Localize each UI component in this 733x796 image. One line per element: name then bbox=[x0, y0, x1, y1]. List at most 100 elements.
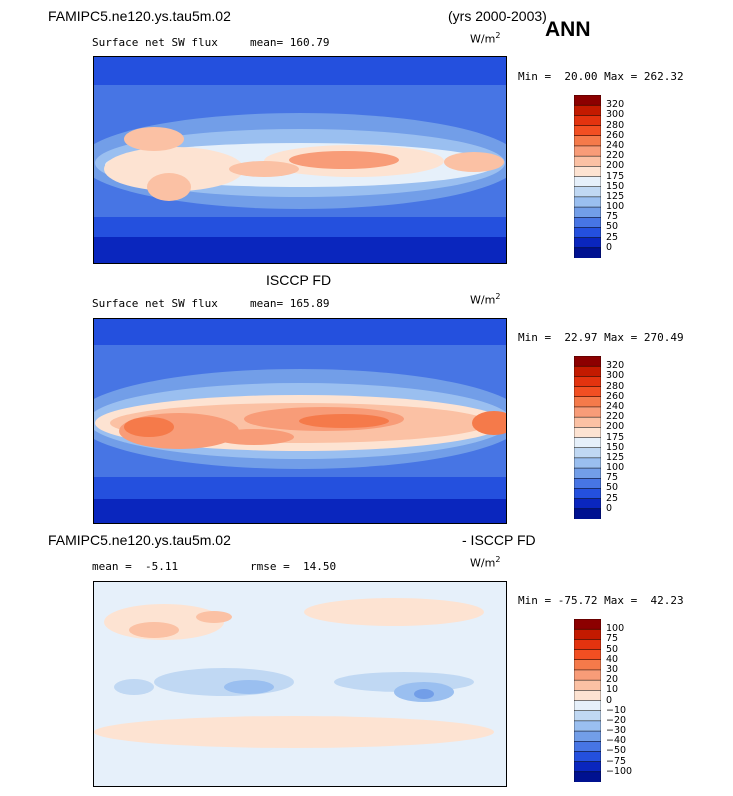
years-label: (yrs 2000-2003) bbox=[448, 8, 547, 24]
colorbar-tick-label: 280 bbox=[606, 119, 625, 131]
colorbar-tick-label: 100 bbox=[606, 623, 625, 635]
colorbar-swatch bbox=[574, 619, 601, 630]
colorbar-tick-label: 0 bbox=[606, 502, 613, 514]
colorbar-tick-label: 260 bbox=[606, 390, 625, 402]
panel3-mean-value: -5.11 bbox=[145, 560, 179, 573]
panel3-units-exp: 2 bbox=[495, 555, 501, 564]
colorbar-swatch bbox=[574, 730, 601, 742]
panel1-minmax: Min = 20.00 Max = 262.32 bbox=[518, 70, 684, 83]
colorbar-swatch bbox=[574, 427, 601, 439]
colorbar-tick-label: 150 bbox=[606, 180, 625, 192]
colorbar-swatch bbox=[574, 376, 601, 388]
colorbar-swatch bbox=[574, 690, 601, 702]
colorbar-swatch bbox=[574, 437, 601, 449]
panel3-min-value: -75.72 bbox=[557, 594, 598, 607]
panel2-min-key: Min = bbox=[518, 331, 552, 344]
panel1-units: W/m2 bbox=[470, 31, 500, 46]
colorbar-tick-label: −10 bbox=[606, 704, 627, 716]
colorbar-tick-label: −50 bbox=[606, 745, 627, 757]
colorbar-swatch bbox=[574, 176, 601, 188]
colorbar-tick-label: 280 bbox=[606, 380, 625, 392]
panel1-mean-key: mean= bbox=[250, 36, 284, 49]
panel3-minmax: Min = -75.72 Max = 42.23 bbox=[518, 594, 684, 607]
panel3-max-value: 42.23 bbox=[650, 594, 684, 607]
colorbar-tick-label: 300 bbox=[606, 109, 625, 121]
colorbar-tick-label: 300 bbox=[606, 370, 625, 382]
colorbar-swatch bbox=[574, 649, 601, 661]
colorbar-swatch bbox=[574, 95, 601, 106]
panel3-mean-key: mean = bbox=[92, 560, 132, 573]
colorbar-swatch bbox=[574, 135, 601, 147]
panel1-mean-label: mean= 160.79 bbox=[250, 36, 330, 49]
panel3-max-key: Max = bbox=[604, 594, 638, 607]
panel3-units: W/m2 bbox=[470, 555, 500, 570]
colorbar-tick-label: 75 bbox=[606, 211, 619, 223]
colorbar-tick-label: 220 bbox=[606, 150, 625, 162]
colorbar-swatch bbox=[574, 145, 601, 157]
panel1-colorbar: 320 300 280 260 240 220 200 175 150 125 100 75 50 25 0 bbox=[574, 95, 624, 258]
colorbar-swatch bbox=[574, 761, 601, 773]
panel2-units-base: W/m bbox=[470, 293, 496, 307]
panel3-map-field bbox=[94, 582, 506, 786]
panel3-mean-label: mean = -5.11 bbox=[92, 560, 178, 573]
colorbar-tick-label: 260 bbox=[606, 129, 625, 141]
panel2-max-key: Max = bbox=[604, 331, 638, 344]
panel1-variable-label: Surface net SW flux bbox=[92, 36, 218, 49]
panel2-max-value: 270.49 bbox=[643, 331, 684, 344]
colorbar-swatch bbox=[574, 771, 601, 782]
panel2-map-field bbox=[94, 319, 506, 523]
colorbar-swatch bbox=[574, 247, 601, 258]
colorbar-tick-label: 40 bbox=[606, 653, 619, 665]
panel2-units: W/m2 bbox=[470, 292, 500, 307]
colorbar-tick-label: −75 bbox=[606, 755, 627, 767]
colorbar-swatch bbox=[574, 679, 601, 691]
colorbar-swatch bbox=[574, 467, 601, 479]
colorbar-tick-label: −20 bbox=[606, 714, 627, 726]
colorbar-swatch bbox=[574, 628, 601, 640]
colorbar-tick-label: 175 bbox=[606, 170, 625, 182]
colorbar-swatch bbox=[574, 365, 601, 377]
panel2-colorbar-swatches bbox=[574, 356, 601, 519]
colorbar-tick-label: 240 bbox=[606, 139, 625, 151]
colorbar-swatch bbox=[574, 155, 601, 167]
colorbar-swatch bbox=[574, 356, 601, 367]
colorbar-tick-label: 175 bbox=[606, 431, 625, 443]
panel3-min-key: Min = bbox=[518, 594, 552, 607]
colorbar-swatch bbox=[574, 659, 601, 671]
panel1-max-key: Max = bbox=[604, 70, 638, 83]
panel1-mean-value: 160.79 bbox=[289, 36, 330, 49]
colorbar-swatch bbox=[574, 478, 601, 489]
colorbar-swatch bbox=[574, 115, 601, 127]
panel3-colorbar-swatches bbox=[574, 619, 601, 782]
panel3-rmse-label: rmse = 14.50 bbox=[250, 560, 336, 573]
season-label: ANN bbox=[545, 18, 591, 41]
colorbar-swatch bbox=[574, 639, 601, 651]
colorbar-swatch bbox=[574, 700, 601, 712]
colorbar-swatch bbox=[574, 457, 601, 469]
colorbar-swatch bbox=[574, 720, 601, 732]
panel2-units-exp: 2 bbox=[495, 292, 501, 301]
panel2-variable-label: Surface net SW flux bbox=[92, 297, 218, 310]
colorbar-swatch bbox=[574, 508, 601, 519]
colorbar-swatch bbox=[574, 125, 601, 137]
colorbar-tick-label: 320 bbox=[606, 99, 625, 111]
colorbar-tick-label: 0 bbox=[606, 694, 613, 706]
panel1-map bbox=[93, 56, 507, 264]
colorbar-swatch bbox=[574, 406, 601, 418]
panel3-title: FAMIPC5.ne120.ys.tau5m.02 bbox=[48, 532, 231, 548]
colorbar-swatch bbox=[574, 186, 601, 198]
colorbar-tick-label: 100 bbox=[606, 462, 625, 474]
colorbar-swatch bbox=[574, 396, 601, 408]
panel2-colorbar: 320 300 280 260 240 220 200 175 150 125 100 75 50 25 0 bbox=[574, 356, 624, 519]
panel1-map-field bbox=[94, 57, 506, 263]
colorbar-tick-label: 75 bbox=[606, 633, 619, 645]
colorbar-tick-label: 125 bbox=[606, 451, 625, 463]
colorbar-swatch bbox=[574, 416, 601, 428]
colorbar-tick-label: 50 bbox=[606, 221, 619, 233]
panel2-mean-value: 165.89 bbox=[289, 297, 330, 310]
panel3-colorbar: 100 75 50 40 30 20 10 0 −10 −20 −30 −40 −50 −75 −100 bbox=[574, 619, 632, 782]
panel2-map bbox=[93, 318, 507, 524]
panel3-units-base: W/m bbox=[470, 556, 496, 570]
panel2-mean-key: mean= bbox=[250, 297, 284, 310]
colorbar-tick-label: 30 bbox=[606, 663, 619, 675]
